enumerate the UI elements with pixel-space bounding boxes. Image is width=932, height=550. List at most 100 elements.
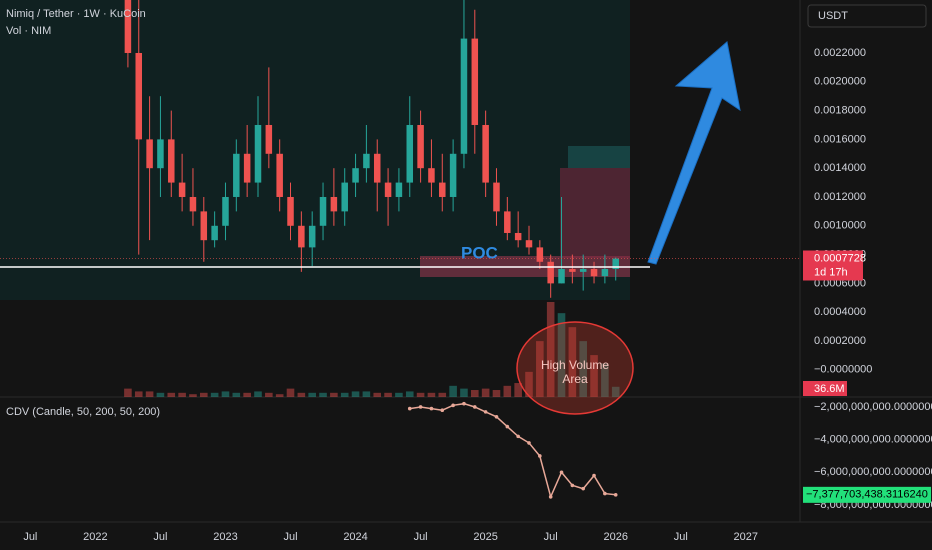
- volume-bar: [340, 392, 349, 397]
- candle-body: [504, 211, 511, 233]
- candle-body: [308, 225, 316, 248]
- profile-block: [568, 146, 630, 168]
- cdv-tick-label: −2,000,000,000.0000000: [814, 401, 932, 413]
- candle-body: [135, 52, 143, 140]
- candle-body: [428, 168, 435, 183]
- volume-bar: [449, 385, 457, 397]
- volume-bar: [178, 392, 186, 397]
- candle-body: [612, 258, 619, 269]
- y-tick-label: 0.0012000: [814, 191, 866, 203]
- candle-body: [124, 0, 132, 53]
- candle-body: [330, 196, 338, 212]
- candle-body: [449, 153, 457, 197]
- candle-body: [460, 38, 468, 154]
- candle-body: [482, 124, 489, 183]
- cdv-point: [516, 434, 520, 439]
- candle-body: [579, 268, 587, 272]
- price-pane: [124, 0, 620, 397]
- volume-bar: [134, 391, 143, 397]
- volume-last-box: [803, 381, 847, 396]
- volume-bar: [492, 390, 501, 397]
- candle-body: [493, 182, 500, 212]
- cdv-point: [494, 414, 499, 419]
- candle-body: [243, 153, 251, 183]
- candle-body: [569, 268, 576, 272]
- x-tick-label: 2023: [213, 531, 237, 543]
- y-tick-label: 0.0018000: [814, 104, 866, 116]
- volume-bar: [590, 355, 598, 397]
- volume-bar: [579, 341, 587, 397]
- candle-body: [406, 124, 414, 183]
- poc-label: POC: [461, 243, 498, 262]
- currency: USDT: [818, 10, 848, 22]
- volume-bar: [254, 391, 262, 397]
- cdv-point: [505, 424, 510, 429]
- cdv-point: [440, 408, 445, 413]
- volume-bar: [471, 390, 479, 397]
- annotation: High Volume: [541, 358, 609, 372]
- volume-bar: [601, 363, 609, 397]
- cdv-tick-label: −6,000,000,000.0000000: [814, 466, 932, 478]
- y-tick-label: 0.0010000: [814, 220, 866, 232]
- profile-block: [560, 168, 630, 258]
- candle-body: [254, 124, 262, 183]
- volume-bar: [568, 327, 577, 397]
- candle-body: [471, 38, 479, 125]
- candle-body: [590, 268, 598, 277]
- volume-bar: [525, 371, 533, 397]
- cdv-point: [527, 441, 531, 445]
- x-tick-label: Jul: [153, 531, 167, 543]
- volume-bar: [611, 386, 620, 397]
- cdv-title: CDV (Candle, 50, 200, 50, 200): [6, 406, 160, 418]
- volume-bar: [330, 392, 338, 397]
- volume-bar: [514, 383, 522, 397]
- y-tick-label: 0.0014000: [814, 162, 866, 174]
- x-tick-label: 2026: [603, 531, 627, 543]
- x-tick-label: Jul: [544, 531, 558, 543]
- cdv-point: [570, 483, 575, 488]
- volume-bar: [189, 394, 197, 397]
- cdv-point: [429, 406, 434, 411]
- candle-body: [341, 182, 348, 212]
- volume-bar: [557, 313, 566, 397]
- candle-body: [395, 182, 403, 197]
- x-tick-label: 2025: [473, 531, 497, 543]
- y-tick-label: −0.0000000: [814, 364, 872, 376]
- volume-bar: [351, 391, 360, 397]
- volume-bar: [124, 388, 132, 397]
- candle-body: [439, 182, 446, 197]
- cdv-line: [409, 402, 616, 500]
- x-tick-label: Jul: [674, 531, 688, 543]
- y-tick-label: 0.0004000: [814, 306, 866, 318]
- cdv-tick-label: −4,000,000,000.0000000: [814, 434, 932, 446]
- cdv-point: [581, 486, 585, 491]
- cdv-point: [538, 454, 542, 458]
- candle-body: [514, 232, 522, 241]
- x-tick-label: 2024: [343, 531, 367, 543]
- y-tick-label: 0.0022000: [814, 47, 866, 59]
- x-tick-label: Jul: [283, 531, 297, 543]
- volume-bar: [427, 392, 436, 397]
- candle-body: [298, 225, 305, 248]
- volume-title: Vol · NIM: [6, 25, 51, 37]
- x-tick-label: Jul: [23, 531, 37, 543]
- candle-body: [189, 196, 197, 212]
- candle-body: [525, 240, 533, 248]
- countdown: 1d 17h: [814, 266, 848, 278]
- cdv-last: −7,377,703,438.3116240: [806, 489, 928, 501]
- candle-body: [417, 124, 424, 169]
- high-volume-ellipse: [516, 321, 634, 415]
- volume-bar: [319, 392, 327, 397]
- cdv-point: [472, 405, 477, 409]
- volume-bar: [265, 392, 273, 397]
- volume-bar: [546, 302, 555, 397]
- cdv-point: [613, 493, 618, 497]
- volume-bar: [232, 392, 241, 397]
- volume-bar: [438, 392, 447, 397]
- volume-bar: [167, 392, 176, 397]
- x-tick-label: 2027: [734, 531, 758, 543]
- volume-bar: [275, 394, 284, 397]
- annotation: Area: [562, 372, 588, 386]
- candle-body: [373, 153, 381, 183]
